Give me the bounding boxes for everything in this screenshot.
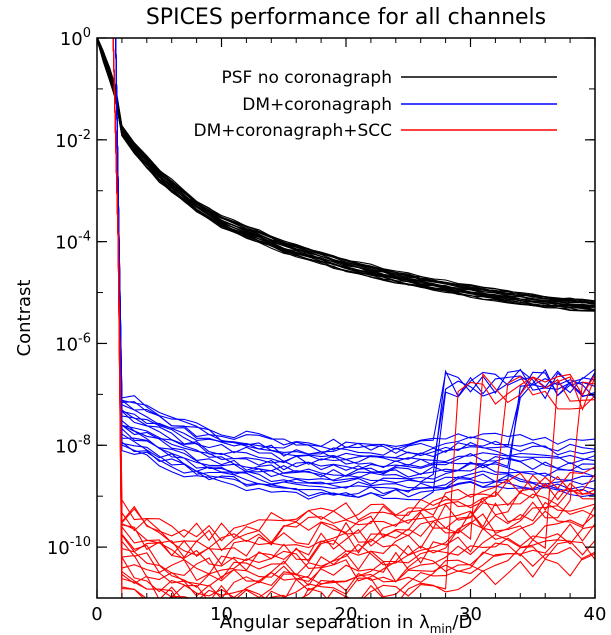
y-tick-base: 10 (55, 334, 78, 355)
series-line-2-12 (115, 38, 595, 471)
x-tick-label: 0 (91, 604, 102, 625)
y-tick-label: 10-10 (47, 535, 91, 559)
series-line-3-14 (112, 38, 595, 567)
y-tick-label: 10-6 (55, 331, 91, 355)
series-line-1-1 (97, 39, 595, 312)
series-line-2-10 (115, 38, 595, 477)
x-tick-label: 10 (210, 604, 233, 625)
series-line-2-5 (115, 38, 595, 490)
curves-layer (97, 38, 595, 598)
x-axis-label-tail: /D (452, 612, 472, 633)
x-tick-label: 30 (459, 604, 482, 625)
y-tick-label: 10-4 (55, 230, 91, 254)
series-line-2-20 (115, 38, 595, 449)
y-tick-base: 10 (55, 436, 78, 457)
y-tick-base: 10 (55, 233, 78, 254)
series-line-1-20 (97, 38, 595, 302)
y-tick-exp: -10 (70, 535, 91, 550)
x-axis-label-main: Angular separation in λ (220, 612, 430, 633)
x-axis-label: Angular separation in λmin/D (220, 612, 473, 635)
series-line-2-19 (115, 38, 595, 451)
y-tick-base: 10 (55, 131, 78, 152)
series-group-1 (97, 38, 595, 312)
series-line-3-12 (112, 38, 595, 580)
series-line-2-1 (115, 38, 595, 501)
series-line-2-11 (115, 38, 595, 474)
legend-label-2: DM+coronagraph (242, 95, 392, 115)
series-line-3-20 (112, 38, 595, 542)
series-line-3-10 (112, 38, 595, 588)
series-line-2-6 (115, 38, 595, 486)
x-axis-label-sub: min (430, 622, 453, 635)
y-tick-exp: -6 (78, 331, 91, 346)
series-line-2-14 (115, 38, 595, 465)
series-line-3-17 (112, 38, 595, 556)
legend-label-3: DM+coronagraph+SCC (194, 121, 393, 141)
y-tick-label: 10-8 (55, 433, 91, 457)
series-line-2-2 (115, 38, 595, 499)
series-line-3-16 (112, 38, 595, 559)
series-line-2-15 (115, 38, 595, 462)
series-line-2-9 (115, 38, 595, 478)
chart-title: SPICES performance for all channels (146, 5, 546, 30)
y-tick-label: 100 (60, 26, 91, 50)
series-line-3-11 (112, 38, 595, 582)
y-tick-exp: -8 (78, 433, 91, 448)
series-line-1-10 (97, 38, 595, 306)
series-line-3-7 (112, 38, 595, 598)
legend-label-1: PSF no coronagraph (221, 68, 392, 88)
series-line-2-8 (115, 38, 595, 482)
series-line-3-6 (112, 38, 595, 598)
y-axis-label: Contrast (14, 280, 35, 357)
series-line-3-8 (112, 38, 595, 598)
y-tick-exp: 0 (83, 26, 91, 41)
y-tick-base: 10 (60, 29, 83, 50)
x-tick-label: 40 (584, 604, 607, 625)
y-tick-label: 10-2 (55, 128, 91, 152)
x-tick-label: 20 (335, 604, 358, 625)
series-line-2-16 (115, 38, 595, 459)
legend: PSF no coronagraph DM+coronagraph DM+coron… (194, 68, 557, 141)
y-tick-exp: -4 (78, 230, 91, 245)
y-tick-base: 10 (47, 538, 70, 559)
y-tick-exp: -2 (78, 128, 91, 143)
series-line-3-19 (112, 38, 595, 542)
